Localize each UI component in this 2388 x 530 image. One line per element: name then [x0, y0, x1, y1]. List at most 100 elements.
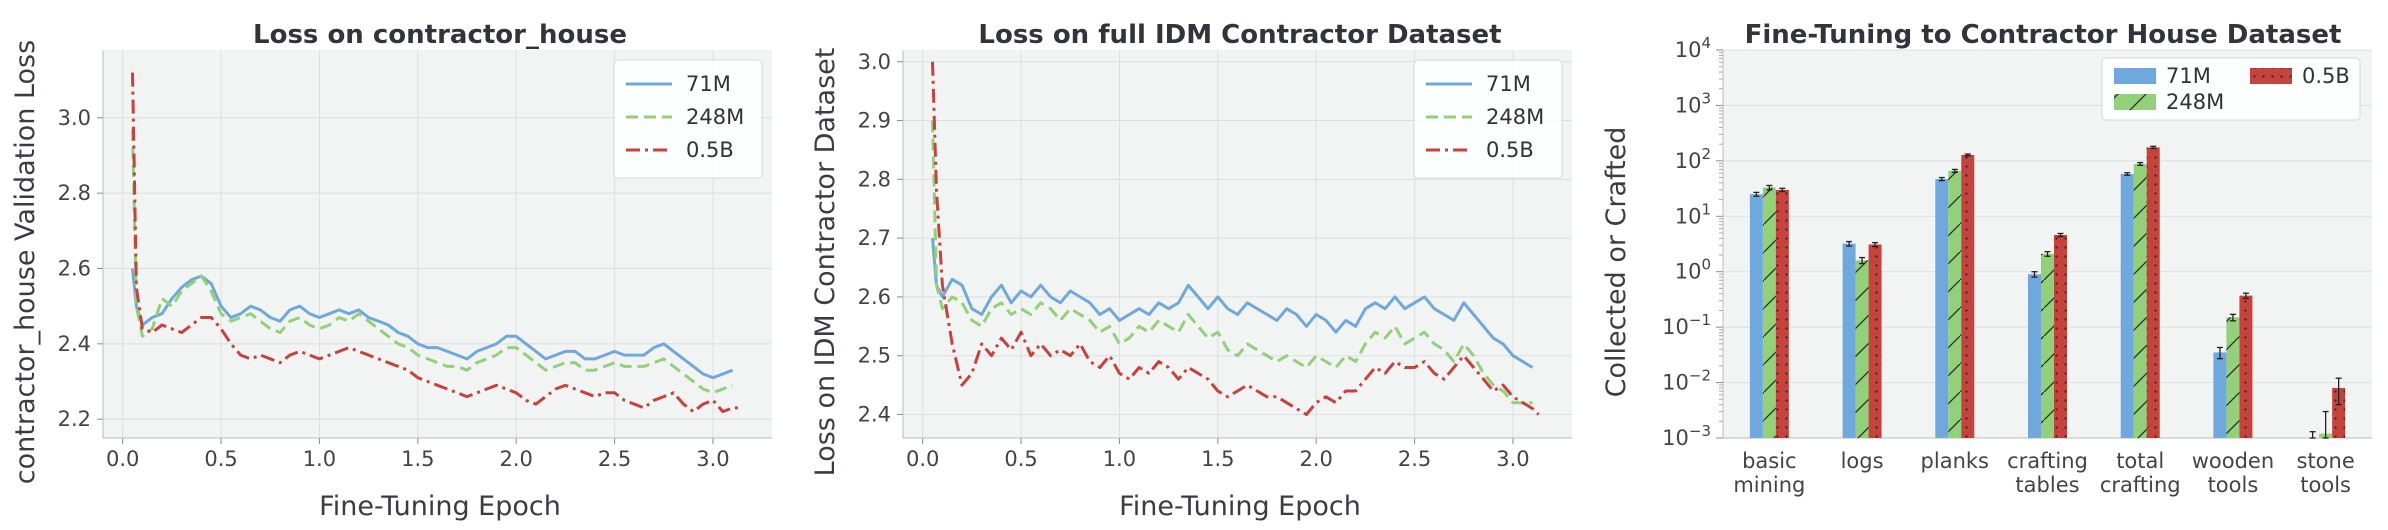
y-tick-label: 2.9 — [858, 109, 891, 133]
legend-swatch — [2114, 68, 2156, 84]
y-tick-label: 2.4 — [58, 332, 91, 356]
legend-box — [1413, 59, 1563, 179]
category-label: tools — [2208, 473, 2259, 497]
loss-contractor-house-panel: Loss on contractor_house 0.0 0.5 1.0 1.5 2.0… — [10, 20, 772, 522]
series-line-0 — [931, 237, 1534, 369]
chart-title: Fine-Tuning to Contractor House Dataset — [1745, 20, 2342, 50]
x-tick-label: 3.0 — [1496, 447, 1529, 471]
category-label: tools — [2300, 473, 2351, 497]
legend-label: 71M — [1486, 72, 1531, 96]
y-tick-label: 3.0 — [58, 106, 91, 130]
bar-hatch — [2133, 163, 2147, 438]
series-line-2 — [131, 72, 743, 414]
legend: 71M 248M 0.5B — [1413, 59, 1563, 179]
y-tick-label: 100 — [1675, 256, 1711, 284]
y-tick-label: 10−1 — [1662, 311, 1711, 339]
category-label: stone — [2297, 449, 2355, 473]
y-tick-label: 2.4 — [858, 402, 891, 426]
bar-hatch — [1775, 189, 1789, 438]
bar-0 — [1749, 194, 1763, 438]
bar-hatch — [2146, 147, 2160, 438]
category-label: planks — [1921, 449, 1989, 473]
y-tick-label: 2.7 — [858, 226, 891, 250]
legend-box — [2101, 57, 2361, 121]
y-axis-label: Collected or Crafted — [1601, 127, 1632, 398]
y-tick-label: 2.5 — [858, 344, 891, 368]
x-axis-label: Fine-Tuning Epoch — [319, 491, 561, 522]
y-axis-label: Loss on IDM Contractor Dataset — [810, 48, 841, 477]
legend-label: 248M — [686, 105, 744, 129]
x-tick-label: 1.0 — [1103, 447, 1136, 471]
y-tick-label: 101 — [1675, 200, 1711, 228]
legend: 71M 248M 0.5B — [613, 59, 763, 179]
x-tick-label: 2.5 — [598, 447, 631, 471]
y-tick-label: 102 — [1675, 145, 1711, 173]
x-tick-label: 2.5 — [1398, 447, 1431, 471]
bar-hatch — [2054, 234, 2067, 438]
x-tick-label: 2.0 — [500, 447, 533, 471]
x-axis-label: Fine-Tuning Epoch — [1119, 491, 1361, 522]
bar-hatch — [1961, 154, 1975, 438]
bar-hatch — [2239, 295, 2253, 438]
legend-label: 0.5B — [1486, 138, 1534, 162]
series-line-1 — [131, 129, 734, 395]
x-tick-label: 0.0 — [106, 447, 139, 471]
bar-0 — [2213, 352, 2227, 438]
x-tick-label: 2.0 — [1300, 447, 1333, 471]
category-label: crafting — [2100, 473, 2181, 497]
legend-swatch-hatch — [2114, 94, 2156, 110]
x-tick-label: 3.0 — [696, 447, 729, 471]
series-line-0 — [131, 268, 734, 380]
y-tick-label: 103 — [1675, 89, 1711, 117]
category-label: tables — [2015, 473, 2079, 497]
y-tick-label: 2.2 — [58, 407, 91, 431]
x-tick-label: 1.0 — [303, 447, 336, 471]
x-tick-label: 0.0 — [906, 447, 939, 471]
y-tick-label: 10−2 — [1662, 367, 1711, 395]
category-label: basic — [1742, 449, 1797, 473]
series-line-1 — [931, 120, 1533, 405]
bar-hatch — [1762, 187, 1776, 438]
x-tick-label: 1.5 — [1201, 447, 1234, 471]
category-label: crafting — [2007, 449, 2088, 473]
legend-label: 248M — [2166, 90, 2224, 114]
y-tick-label: 2.8 — [858, 167, 891, 191]
bar-hatch — [1868, 244, 1882, 438]
y-tick-label: 104 — [1675, 34, 1711, 62]
x-tick-label: 0.5 — [1004, 447, 1037, 471]
bar-0 — [1935, 179, 1949, 438]
legend-label: 71M — [686, 72, 731, 96]
category-label: mining — [1733, 473, 1805, 497]
y-tick-label: 2.6 — [858, 285, 891, 309]
bar-hatch — [1948, 170, 1962, 438]
category-label: wooden — [2192, 449, 2274, 473]
legend-label: 0.5B — [2302, 64, 2350, 88]
legend-box — [613, 59, 763, 179]
category-label: logs — [1841, 449, 1884, 473]
x-tick-label: 1.5 — [401, 447, 434, 471]
fine-tuning-bar-panel: Fine-Tuning to Contractor House Dataset … — [1601, 20, 2372, 497]
bar-0 — [2120, 173, 2134, 439]
bar-0 — [2028, 274, 2041, 438]
chart-title: Loss on contractor_house — [253, 20, 627, 50]
y-axis-label: contractor_house Validation Loss — [10, 40, 41, 484]
loss-idm-contractor-panel: Loss on full IDM Contractor Dataset 0.0 0… — [810, 20, 1572, 522]
bar-0 — [1842, 243, 1856, 438]
bar-hatch — [2226, 317, 2240, 438]
legend-label: 248M — [1486, 105, 1544, 129]
bar-hatch — [2041, 253, 2054, 438]
bar-hatch — [1855, 260, 1869, 438]
y-tick-label: 2.6 — [58, 256, 91, 280]
legend-label: 71M — [2166, 64, 2211, 88]
legend-swatch-hatch — [2250, 68, 2292, 84]
y-tick-label: 10−3 — [1662, 422, 1711, 450]
category-label: total — [2116, 449, 2164, 473]
y-tick-label: 3.0 — [858, 50, 891, 74]
legend-label: 0.5B — [686, 138, 734, 162]
x-tick-label: 0.5 — [204, 447, 237, 471]
bar-hatch — [2332, 387, 2346, 438]
y-tick-label: 2.8 — [58, 181, 91, 205]
chart-title: Loss on full IDM Contractor Dataset — [978, 20, 1501, 50]
